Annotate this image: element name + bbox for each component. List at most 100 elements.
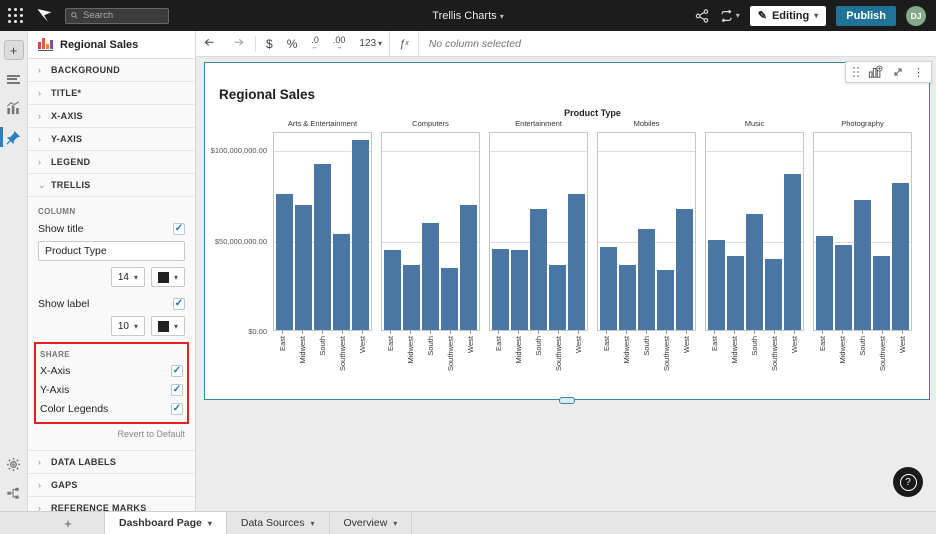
- lineage-icon[interactable]: [4, 483, 24, 503]
- label-color-dropdown[interactable]: ▾: [151, 316, 185, 336]
- bar-east[interactable]: [708, 240, 725, 330]
- bar-south[interactable]: [854, 200, 871, 330]
- accordion-sections: ›DATA LABELS›GAPS›REFERENCE MARKS: [28, 451, 195, 511]
- decrease-decimal-button[interactable]: .0←: [304, 31, 326, 56]
- share-color-legends-checkbox[interactable]: ✓: [171, 403, 183, 415]
- section-x-axis[interactable]: ›X-AXIS: [28, 105, 195, 128]
- publish-button[interactable]: Publish: [836, 6, 896, 26]
- section-data-labels[interactable]: ›DATA LABELS: [28, 451, 195, 474]
- bar-west[interactable]: [568, 194, 585, 330]
- tab-data-sources[interactable]: Data Sources▾: [227, 512, 330, 534]
- search-icon: [71, 11, 78, 20]
- bar-west[interactable]: [676, 209, 693, 330]
- settings-gear-icon[interactable]: [4, 454, 24, 474]
- bar-southwest[interactable]: [873, 256, 890, 330]
- bar-east[interactable]: [384, 250, 401, 330]
- chevron-right-icon: ›: [38, 134, 44, 144]
- show-title-checkbox[interactable]: ✓: [173, 223, 185, 235]
- analytics-icon[interactable]: [4, 98, 24, 118]
- section-trellis[interactable]: ⌄ TRELLIS: [28, 174, 195, 197]
- x-axis-tick-label: Midwest: [514, 336, 523, 364]
- bar-midwest[interactable]: [511, 250, 528, 330]
- pin-icon[interactable]: [4, 127, 24, 147]
- bar-southwest[interactable]: [549, 265, 566, 330]
- bar-midwest[interactable]: [727, 256, 744, 330]
- bar-southwest[interactable]: [765, 259, 782, 330]
- axis-tick: [450, 331, 451, 334]
- axis-tick: [430, 331, 431, 334]
- sigma-logo[interactable]: [36, 8, 53, 23]
- bar-midwest[interactable]: [619, 265, 636, 330]
- section-y-axis[interactable]: ›Y-AXIS: [28, 128, 195, 151]
- editing-mode-button[interactable]: ✎ Editing ▾: [750, 6, 827, 26]
- bar-west[interactable]: [460, 205, 477, 330]
- bar-midwest[interactable]: [295, 205, 312, 330]
- column-title-input[interactable]: [38, 241, 185, 261]
- trellis-chart-element[interactable]: Regional Sales Product Type $100,000,000…: [204, 62, 930, 400]
- tab-dashboard-page[interactable]: Dashboard Page▾: [104, 512, 227, 534]
- bar-southwest[interactable]: [657, 270, 674, 330]
- bar-south[interactable]: [746, 214, 763, 330]
- undo-button[interactable]: [196, 31, 224, 56]
- percent-format-button[interactable]: %: [280, 31, 305, 56]
- bar-midwest[interactable]: [835, 245, 852, 330]
- section-reference-marks[interactable]: ›REFERENCE MARKS: [28, 497, 195, 511]
- bar-southwest[interactable]: [333, 234, 350, 330]
- number-format-dropdown[interactable]: 123▾: [352, 31, 389, 56]
- maximize-icon[interactable]: [892, 66, 904, 78]
- panel-plot-area: [813, 132, 912, 331]
- chevron-right-icon: ›: [38, 503, 44, 511]
- help-button[interactable]: ?: [893, 467, 923, 497]
- share-x-axis-checkbox[interactable]: ✓: [171, 365, 183, 377]
- bar-west[interactable]: [352, 140, 369, 330]
- currency-format-button[interactable]: $: [259, 31, 280, 56]
- bar-midwest[interactable]: [403, 265, 420, 330]
- section-legend[interactable]: ›LEGEND: [28, 151, 195, 174]
- label-font-size-dropdown[interactable]: 10▾: [111, 316, 145, 336]
- section-title[interactable]: ›TITLE*: [28, 82, 195, 105]
- drag-handle-icon[interactable]: [853, 67, 859, 77]
- search-input[interactable]: [83, 10, 163, 21]
- bar-east[interactable]: [816, 236, 833, 330]
- add-chart-icon[interactable]: [868, 65, 883, 79]
- bar-east[interactable]: [600, 247, 617, 330]
- bar-west[interactable]: [784, 174, 801, 330]
- share-y-axis-checkbox[interactable]: ✓: [171, 384, 183, 396]
- more-options-icon[interactable]: ⋮: [913, 66, 924, 79]
- avatar[interactable]: DJ: [906, 6, 926, 26]
- increase-decimal-button[interactable]: .00→: [326, 31, 353, 56]
- panel-plot-area: [489, 132, 588, 331]
- x-axis-tick-label: South: [426, 336, 435, 356]
- search-box[interactable]: [65, 8, 169, 24]
- bar-south[interactable]: [638, 229, 655, 330]
- bar-east[interactable]: [492, 249, 509, 330]
- bar-west[interactable]: [892, 183, 909, 330]
- section-background[interactable]: ›BACKGROUND: [28, 59, 195, 82]
- title-font-size-dropdown[interactable]: 14▾: [111, 267, 145, 287]
- resize-handle[interactable]: [559, 397, 575, 404]
- refresh-icon[interactable]: ▾: [719, 9, 740, 23]
- title-color-dropdown[interactable]: ▾: [151, 267, 185, 287]
- redo-button[interactable]: [224, 31, 252, 56]
- share-icon[interactable]: [695, 9, 709, 23]
- bar-east[interactable]: [276, 194, 293, 330]
- panel-title: Entertainment: [489, 119, 588, 132]
- section-gaps[interactable]: ›GAPS: [28, 474, 195, 497]
- bar-south[interactable]: [530, 209, 547, 330]
- add-element-button[interactable]: +: [4, 40, 24, 60]
- workbook-canvas[interactable]: ⋮ Regional Sales Product Type $100,000,0…: [196, 57, 936, 511]
- bar-south[interactable]: [422, 223, 439, 330]
- formula-input[interactable]: [419, 38, 936, 50]
- bar-south[interactable]: [314, 164, 331, 330]
- formula-bar[interactable]: ƒx: [389, 31, 936, 56]
- x-axis-tick-label: Southwest: [770, 336, 779, 371]
- revert-to-default-link[interactable]: Revert to Default: [38, 424, 185, 446]
- outline-icon[interactable]: [4, 69, 24, 89]
- bar-southwest[interactable]: [441, 268, 458, 330]
- tab-overview[interactable]: Overview▾: [330, 512, 413, 534]
- show-label-checkbox[interactable]: ✓: [173, 298, 185, 310]
- element-floating-toolbar: ⋮: [845, 61, 932, 83]
- add-page-button[interactable]: +: [60, 516, 76, 531]
- apps-grid-icon[interactable]: [8, 8, 24, 24]
- x-axis-tick-label: Southwest: [662, 336, 671, 371]
